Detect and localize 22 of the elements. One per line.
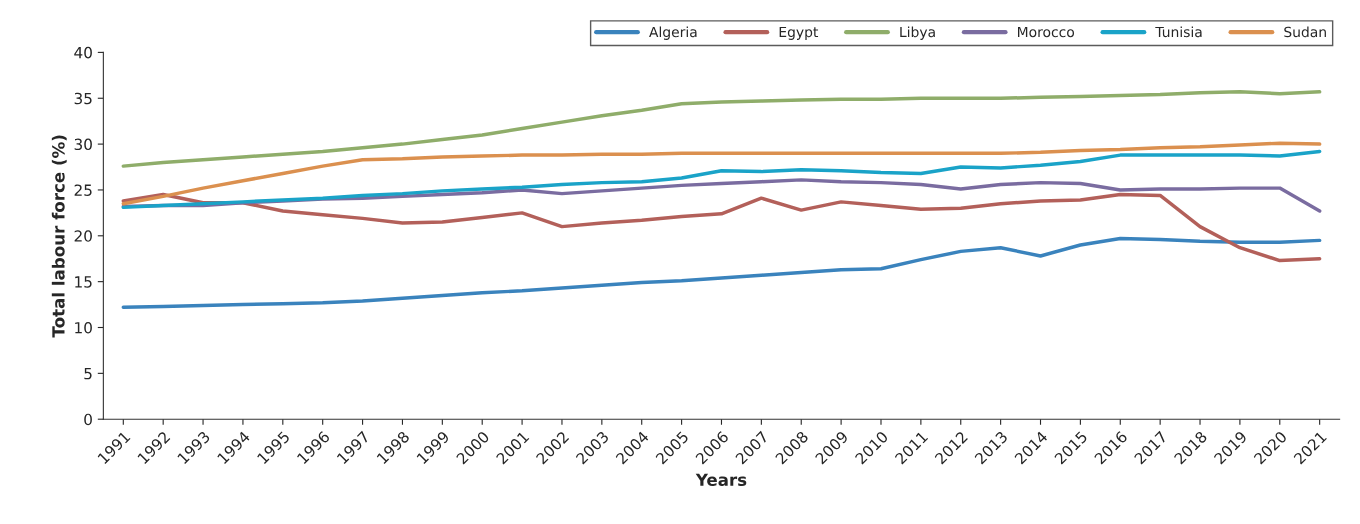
y-tick-label: 30 — [74, 138, 92, 151]
legend-label: Tunisia — [1155, 26, 1202, 38]
legend-label: Sudan — [1284, 26, 1326, 38]
y-tick-label: 20 — [74, 230, 92, 242]
y-tick-label: 15 — [75, 276, 92, 288]
y-tick-label: 5 — [84, 368, 92, 380]
x-axis-title: Years — [695, 473, 747, 487]
line-series — [121, 90, 1322, 168]
line-series — [121, 192, 1322, 263]
legend-label: Libya — [900, 26, 935, 40]
line-series — [121, 236, 1322, 310]
y-tick-label: 35 — [74, 92, 92, 105]
legend-label: Morocco — [1018, 26, 1075, 38]
line-series — [121, 149, 1322, 210]
line-series — [121, 141, 1322, 206]
y-axis-title: Total labour force (%) — [51, 135, 67, 338]
y-tick-label: 0 — [84, 413, 92, 426]
y-tick-label: 10 — [75, 321, 92, 334]
y-tick-label: 25 — [74, 184, 92, 196]
legend-label: Algeria — [649, 26, 697, 40]
legend-label: Egypt — [779, 26, 819, 40]
y-tick-label: 40 — [74, 46, 92, 59]
